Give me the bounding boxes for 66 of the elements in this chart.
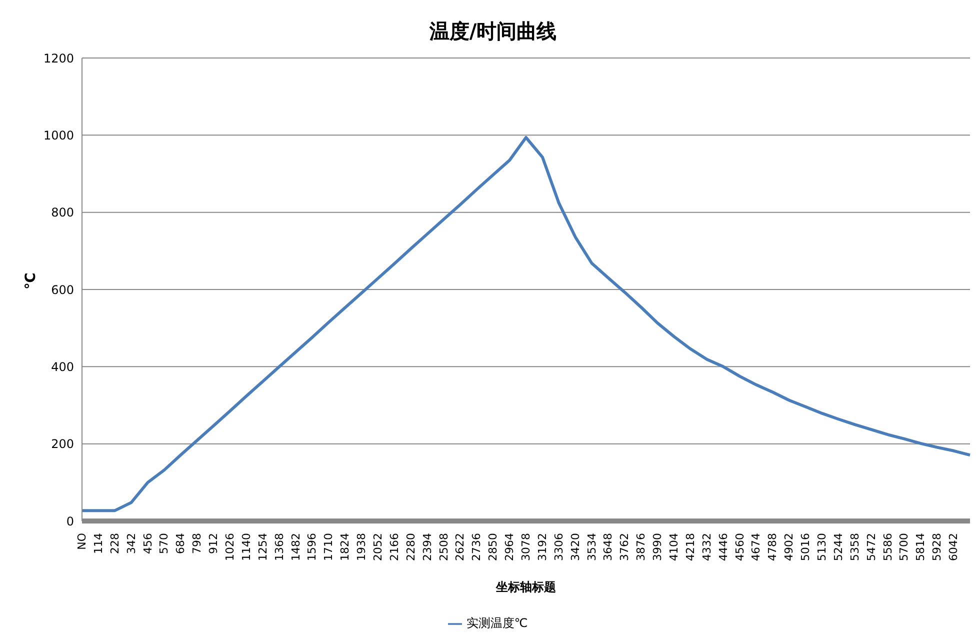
y-tick-label: 1000 — [43, 128, 74, 142]
y-tick-label: 200 — [51, 437, 74, 452]
x-tick-label: 4446 — [716, 533, 730, 561]
x-tick-label: 5130 — [816, 533, 828, 561]
x-tick-label: 684 — [174, 533, 188, 554]
x-tick-label: 2166 — [388, 533, 401, 561]
x-tick-label: 4332 — [700, 533, 714, 561]
x-tick-label: 3306 — [552, 533, 566, 561]
x-tick-label: 2622 — [454, 533, 467, 561]
x-tick-label: 342 — [124, 533, 138, 554]
x-tick-label: 5472 — [864, 533, 878, 561]
x-tick-label: 5358 — [848, 533, 862, 561]
x-tick-label: 3762 — [618, 533, 632, 561]
x-tick-label: 2280 — [404, 533, 418, 561]
x-tick-label: 1482 — [289, 533, 302, 561]
x-tick-label: 228 — [108, 533, 122, 554]
x-tick-label: 5016 — [799, 533, 812, 561]
x-tick-label: 4902 — [782, 533, 796, 561]
x-tick-label: 3990 — [651, 533, 664, 561]
y-tick-label: 600 — [51, 282, 74, 297]
x-tick-label: 5700 — [898, 533, 911, 561]
y-axis-title: ℃ — [22, 272, 39, 290]
x-tick-label: 798 — [190, 533, 204, 554]
x-tick-label: 1026 — [224, 533, 236, 561]
x-tick-label: 4560 — [733, 533, 746, 561]
x-tick-label: 1140 — [240, 533, 253, 561]
y-tick-label: 800 — [51, 206, 74, 220]
x-tick-label: NO — [76, 532, 88, 550]
x-tick-label: 1368 — [272, 533, 286, 561]
x-tick-label: 3420 — [568, 533, 582, 561]
x-tick-label: 5928 — [930, 533, 944, 561]
y-tick-label: 0 — [66, 514, 74, 528]
x-tick-label: 2736 — [470, 533, 484, 561]
x-tick-label: 2964 — [503, 533, 516, 561]
x-tick-label: 3876 — [634, 533, 648, 561]
y-tick-label: 400 — [51, 360, 74, 374]
x-tick-label: 3078 — [520, 533, 532, 561]
x-tick-label: 456 — [141, 533, 154, 554]
x-tick-label: 3192 — [536, 533, 549, 561]
x-tick-label: 4218 — [684, 533, 697, 561]
x-tick-label: 2508 — [437, 533, 450, 561]
x-tick-label: 114 — [92, 533, 105, 554]
x-tick-label: 2052 — [372, 533, 384, 561]
x-tick-label: 5586 — [881, 533, 894, 561]
x-tick-label: 912 — [207, 533, 220, 554]
x-tick-label: 2394 — [420, 533, 434, 561]
x-tick-label: 1710 — [322, 533, 336, 561]
x-tick-label: 4674 — [750, 533, 763, 561]
x-axis-title: 坐标轴标题 — [495, 580, 556, 594]
x-tick-label: 1596 — [306, 533, 319, 561]
x-tick-label: 2850 — [486, 533, 500, 561]
legend-label: 实测温度℃ — [466, 616, 528, 630]
x-tick-label: 6042 — [947, 533, 960, 561]
x-tick-label: 4104 — [668, 533, 680, 561]
x-tick-label: 1824 — [338, 533, 352, 561]
x-tick-label: 570 — [158, 533, 171, 554]
x-tick-label: 5244 — [832, 533, 845, 561]
x-tick-label: 5814 — [914, 533, 928, 561]
x-tick-label: 3534 — [585, 533, 598, 561]
x-tick-label: 3648 — [602, 533, 615, 561]
chart-title: 温度/时间曲线 — [428, 18, 558, 45]
y-tick-label: 1200 — [43, 51, 74, 66]
line-series — [80, 136, 972, 512]
x-tick-label: 4788 — [766, 533, 780, 561]
x-tick-label: 1254 — [256, 533, 270, 561]
x-tick-label: 1938 — [355, 533, 368, 561]
